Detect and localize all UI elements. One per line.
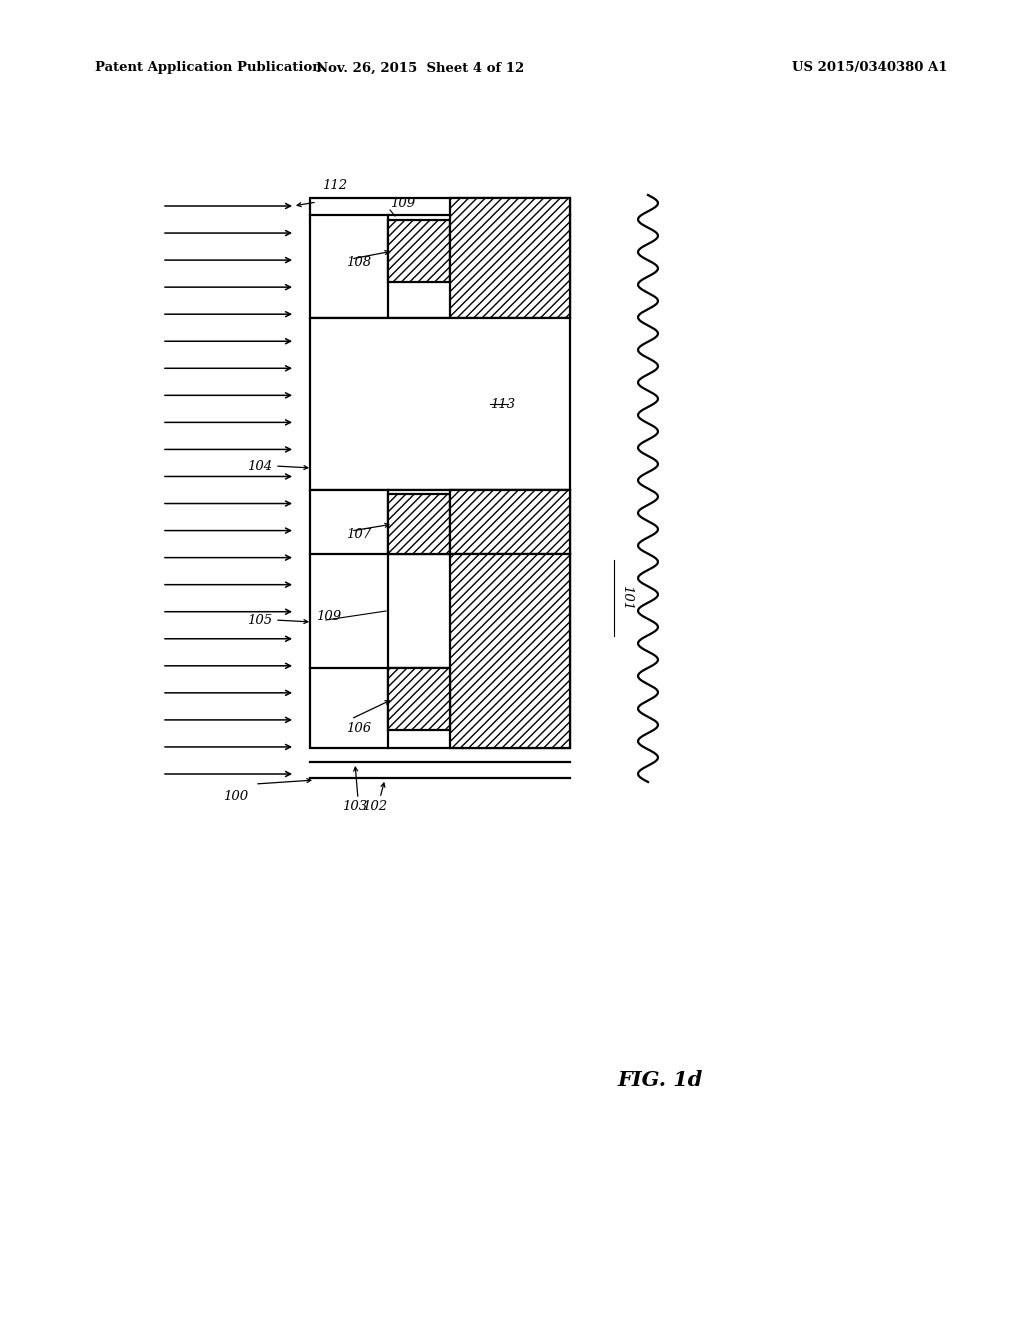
Text: 109: 109 [316, 610, 341, 623]
Bar [388, 220, 450, 282]
Bar [388, 668, 450, 730]
Text: Patent Application Publication: Patent Application Publication [95, 62, 322, 74]
Bar [310, 490, 570, 748]
Text: 105: 105 [247, 614, 272, 627]
Bar [450, 198, 570, 318]
Bar [388, 494, 450, 554]
Text: 106: 106 [346, 722, 371, 735]
Text: US 2015/0340380 A1: US 2015/0340380 A1 [793, 62, 948, 74]
Text: 104: 104 [247, 459, 272, 473]
Text: 107: 107 [346, 528, 371, 541]
Text: 109: 109 [390, 197, 415, 210]
Bar [450, 490, 570, 554]
Text: FIG. 1d: FIG. 1d [617, 1071, 702, 1090]
Text: 103: 103 [342, 800, 368, 813]
Text: 112: 112 [322, 180, 347, 191]
Text: 108: 108 [346, 256, 371, 269]
Bar [310, 198, 570, 318]
Text: 100: 100 [223, 789, 249, 803]
Text: 113: 113 [490, 397, 515, 411]
Text: 101: 101 [620, 586, 633, 611]
Text: 102: 102 [362, 800, 387, 813]
Bar [310, 318, 570, 490]
Bar [450, 554, 570, 748]
Text: Nov. 26, 2015  Sheet 4 of 12: Nov. 26, 2015 Sheet 4 of 12 [315, 62, 524, 74]
